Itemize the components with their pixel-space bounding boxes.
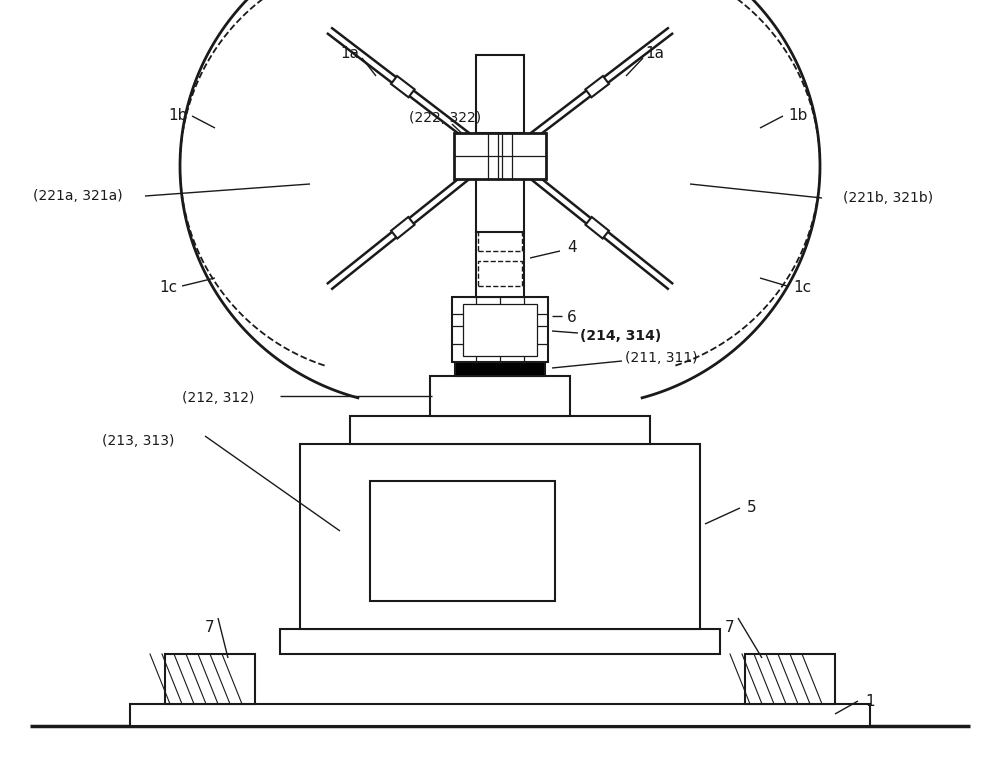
Bar: [370, 481, 555, 601]
Text: (212, 312): (212, 312): [182, 391, 254, 405]
Text: 1b: 1b: [788, 109, 808, 123]
Polygon shape: [585, 76, 609, 97]
Text: 1a: 1a: [646, 47, 664, 61]
Bar: [165, 654, 255, 704]
Text: 5: 5: [747, 501, 757, 515]
Bar: [476, 55, 524, 133]
Text: 1c: 1c: [793, 280, 811, 296]
Bar: [463, 304, 537, 356]
Polygon shape: [391, 217, 415, 238]
Text: (222, 322): (222, 322): [409, 111, 481, 125]
Bar: [454, 133, 546, 179]
Bar: [455, 362, 545, 376]
Bar: [476, 232, 524, 297]
Text: (214, 314): (214, 314): [580, 329, 661, 343]
Bar: [350, 416, 650, 444]
Text: 7: 7: [205, 621, 215, 636]
Bar: [430, 376, 570, 416]
Bar: [476, 177, 524, 232]
Text: 4: 4: [567, 241, 577, 255]
Text: (221a, 321a): (221a, 321a): [33, 189, 123, 203]
Text: 6: 6: [567, 310, 577, 325]
Bar: [452, 297, 548, 362]
Polygon shape: [391, 76, 415, 97]
Text: 1b: 1b: [168, 109, 188, 123]
Bar: [478, 226, 522, 251]
Bar: [300, 444, 700, 629]
Text: 7: 7: [725, 621, 735, 636]
Text: (213, 313): (213, 313): [102, 434, 174, 448]
Text: 1c: 1c: [159, 280, 177, 296]
Text: 1: 1: [865, 694, 875, 708]
Polygon shape: [585, 217, 609, 238]
Bar: [478, 261, 522, 286]
Text: (221b, 321b): (221b, 321b): [843, 191, 933, 205]
Text: (211, 311): (211, 311): [625, 351, 698, 365]
Text: 1a: 1a: [340, 47, 360, 61]
Bar: [745, 654, 835, 704]
Bar: [280, 629, 720, 654]
Bar: [130, 704, 870, 726]
